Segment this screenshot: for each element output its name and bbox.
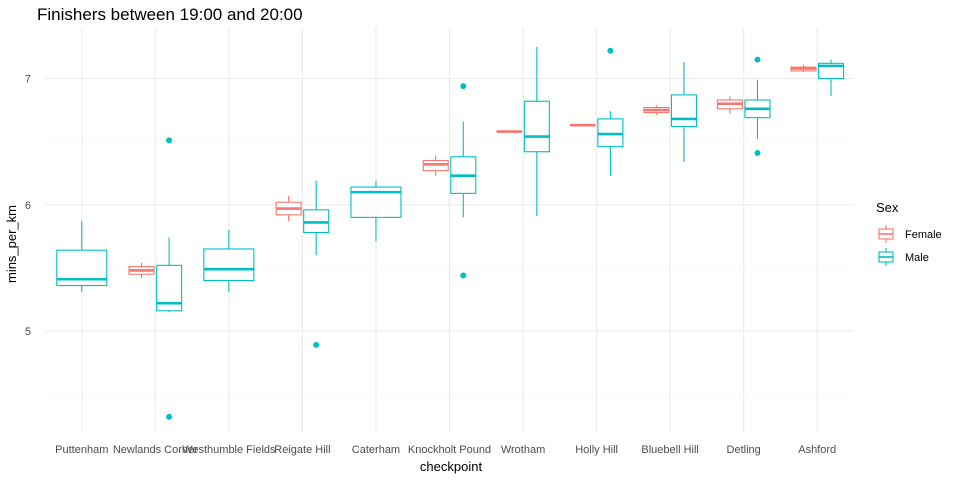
x-axis-title: checkpoint xyxy=(420,459,483,474)
outlier-point xyxy=(166,137,173,144)
legend: Sex Female Male xyxy=(876,200,942,267)
box-male xyxy=(670,62,697,162)
outlier-point xyxy=(754,149,761,156)
box-female xyxy=(275,195,302,222)
chart-title: Finishers between 19:00 and 20:00 xyxy=(37,5,303,24)
box-female xyxy=(422,155,449,176)
box-body xyxy=(670,94,697,128)
legend-title: Sex xyxy=(876,200,899,215)
grid xyxy=(45,28,854,432)
box-male xyxy=(597,47,624,176)
x-tick-label: Detling xyxy=(727,444,761,456)
x-tick-label: Reigate Hill xyxy=(274,444,330,456)
box-male xyxy=(303,180,330,348)
legend-label: Male xyxy=(905,252,929,264)
y-tick-label: 5 xyxy=(25,326,31,338)
x-tick-label: Caterham xyxy=(352,444,400,456)
outlier-point xyxy=(460,272,467,279)
box-male xyxy=(450,83,477,279)
box-male xyxy=(156,137,183,420)
outlier-point xyxy=(607,47,614,54)
x-tick-label: Newlands Corner xyxy=(113,444,198,456)
legend-key-male xyxy=(876,247,896,267)
y-tick-label: 6 xyxy=(25,200,31,212)
box-female xyxy=(716,96,743,114)
box-male xyxy=(523,46,550,217)
box-male xyxy=(203,230,255,292)
x-tick-label: Westhumble Fields xyxy=(182,444,276,456)
y-axis-title: mins_per_km xyxy=(4,205,19,283)
box-male xyxy=(817,59,845,97)
x-tick-label: Puttenham xyxy=(55,444,108,456)
box-male xyxy=(56,221,108,292)
box-body xyxy=(203,248,255,282)
legend-label: Female xyxy=(905,229,942,241)
box-female xyxy=(643,105,670,116)
box-male xyxy=(744,56,771,156)
y-axis-ticks: 5 6 7 xyxy=(25,74,31,339)
x-tick-label: Wrotham xyxy=(501,444,545,456)
box-female xyxy=(790,64,817,73)
outlier-point xyxy=(460,83,467,90)
x-tick-label: Knockholt Pound xyxy=(408,444,491,456)
boxes xyxy=(56,46,845,420)
y-tick-label: 7 xyxy=(25,74,31,86)
outlier-point xyxy=(166,413,173,420)
x-tick-label: Bluebell Hill xyxy=(641,444,698,456)
outlier-point xyxy=(754,56,761,63)
box-female xyxy=(128,262,155,278)
legend-key-female xyxy=(876,224,896,244)
x-tick-label: Holly Hill xyxy=(575,444,618,456)
box-male xyxy=(350,180,402,242)
x-tick-label: Ashford xyxy=(798,444,836,456)
outlier-point xyxy=(313,341,320,348)
box-body xyxy=(523,100,550,153)
